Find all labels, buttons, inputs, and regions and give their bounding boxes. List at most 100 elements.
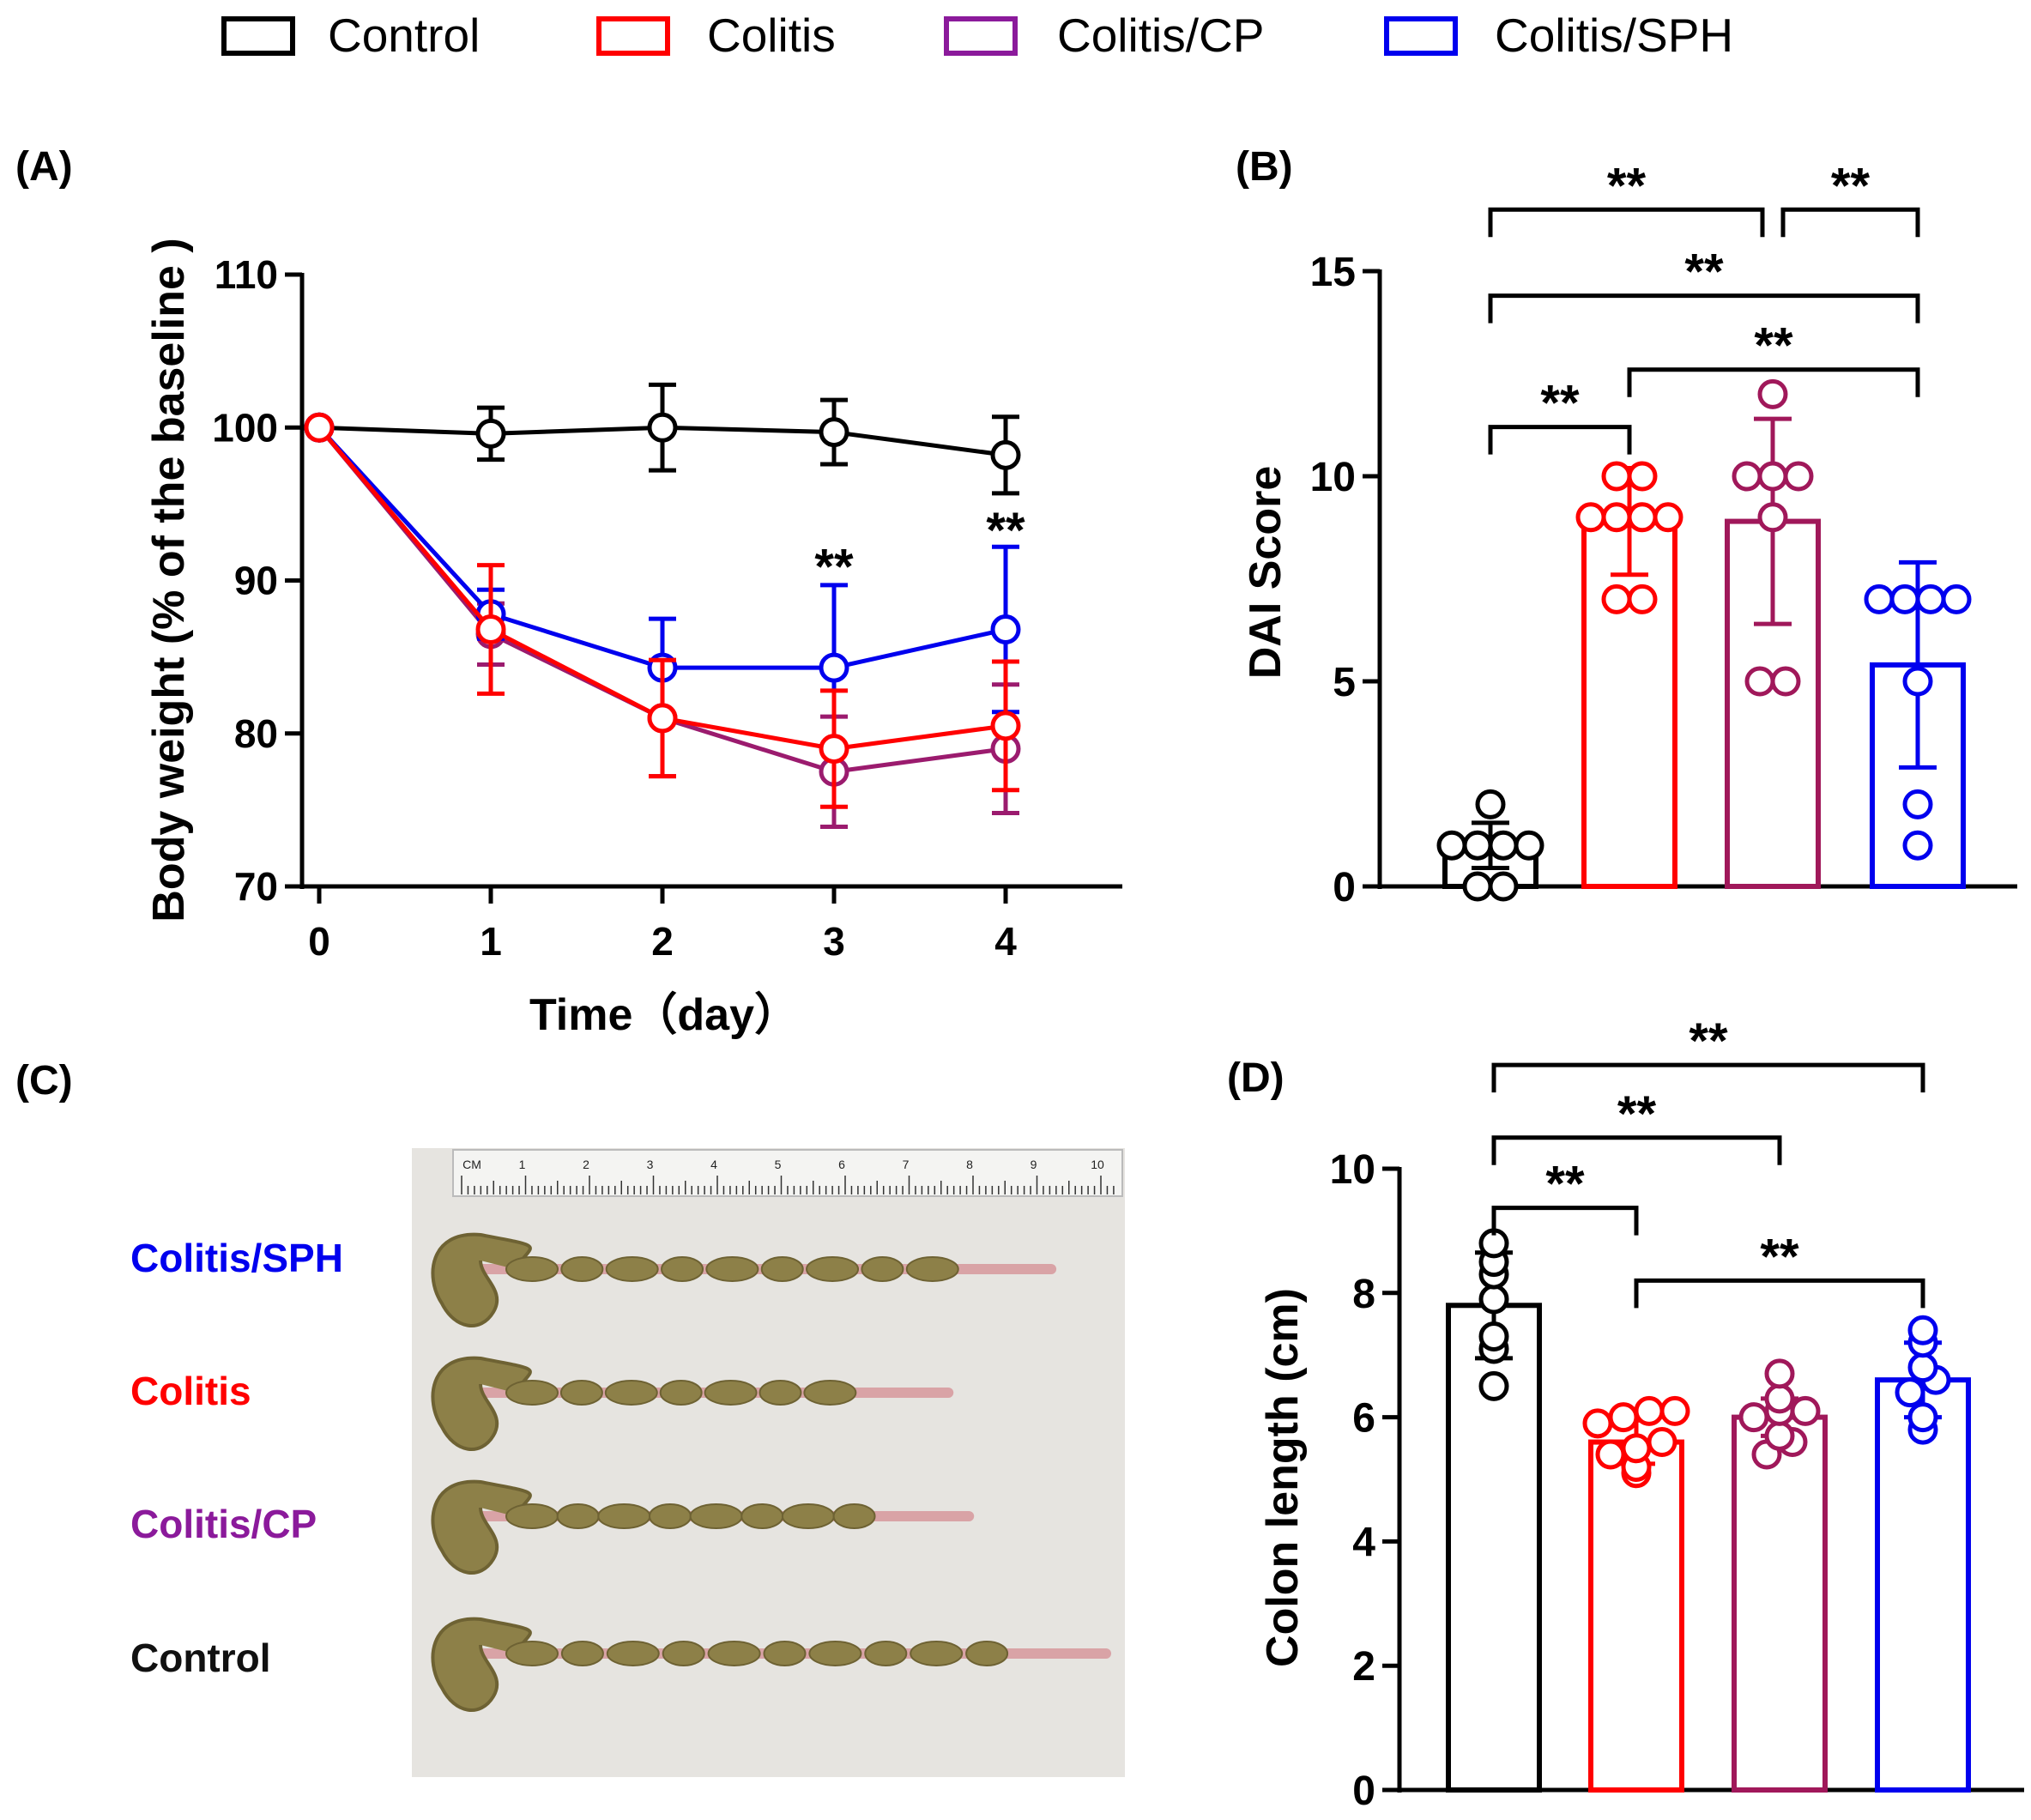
y-tick-label: 90 xyxy=(234,559,278,603)
data-point xyxy=(1627,502,1658,533)
y-tick-label: 110 xyxy=(215,252,278,297)
significance-annotation: ** xyxy=(986,503,1025,559)
legend-label-control: Control xyxy=(328,9,480,62)
data-point xyxy=(819,734,849,765)
data-point xyxy=(475,418,506,449)
fecal-pellet xyxy=(759,1380,802,1406)
y-tick-label: 10 xyxy=(1330,1147,1375,1193)
legend-label-colitis-sph: Colitis/SPH xyxy=(1495,9,1733,62)
bar-group-colitis-sph xyxy=(1875,1315,1971,1793)
significance-annotation: ** xyxy=(814,540,854,596)
panel-d-colon-length-chart: 0 2 4 6 8 10 Colon length (cm) ** ** ** ** xyxy=(1258,1013,2024,1814)
panel-c-colon-photo: CM 1 2 3 4 5 6 7 8 9 10 Colitis/SPH Colitis Coliti… xyxy=(130,1148,1125,1777)
significance-label: ** xyxy=(1607,158,1647,214)
ruler-ticks: CM 1 2 3 4 5 6 7 8 9 10 xyxy=(461,1158,1115,1194)
data-point xyxy=(1907,1352,1938,1383)
fecal-pellet xyxy=(505,1503,559,1529)
fecal-pellet xyxy=(704,1380,758,1406)
data-point xyxy=(1488,871,1519,902)
fecal-pellet xyxy=(661,1256,704,1282)
fecal-pellet xyxy=(965,1641,1009,1666)
data-point xyxy=(1478,1370,1509,1401)
data-point xyxy=(1732,461,1762,492)
fecal-pellet xyxy=(505,1380,559,1406)
ruler-label: 7 xyxy=(903,1158,910,1171)
ruler-label: 6 xyxy=(838,1158,845,1171)
photo-background xyxy=(412,1148,1125,1777)
y-tick-label: 6 xyxy=(1352,1396,1375,1442)
legend-swatch-colitis-cp xyxy=(944,16,1018,56)
ruler-label: 8 xyxy=(966,1158,973,1171)
bracket-line xyxy=(1488,293,1920,323)
fecal-pellet xyxy=(705,1256,759,1282)
fecal-pellet xyxy=(806,1256,860,1282)
significance-label: ** xyxy=(1684,245,1724,300)
fecal-pellet xyxy=(560,1256,604,1282)
x-tick-label: 3 xyxy=(823,919,845,964)
series-colitis xyxy=(304,412,1021,809)
significance-bracket: ** xyxy=(1488,245,1920,323)
bracket-line xyxy=(1491,1206,1639,1236)
fecal-pellet xyxy=(605,1256,659,1282)
significance-label: ** xyxy=(1689,1013,1728,1069)
fecal-pellet xyxy=(707,1641,761,1666)
fecal-pellet xyxy=(861,1256,904,1282)
data-point xyxy=(1475,789,1506,819)
data-point xyxy=(990,614,1021,645)
group-label-colitis-cp: Colitis/CP xyxy=(130,1502,317,1546)
panel-b-label: (B) xyxy=(1236,144,1293,190)
data-point xyxy=(1627,461,1658,492)
data-point xyxy=(1907,1315,1938,1345)
data-point xyxy=(819,652,849,683)
fecal-pellet xyxy=(689,1503,743,1529)
data-point xyxy=(1601,583,1632,614)
significance-bracket: ** xyxy=(1491,1013,1925,1093)
y-tick-label: 0 xyxy=(1352,1769,1375,1814)
fecal-pellet xyxy=(505,1256,559,1282)
colon-specimen xyxy=(431,1617,1111,1712)
y-tick-label: 70 xyxy=(234,864,278,909)
group-label-colitis: Colitis xyxy=(130,1369,251,1413)
bracket-line xyxy=(1488,207,1765,238)
significance-bracket: ** xyxy=(1488,158,1765,238)
bar-group-control xyxy=(1446,1228,1542,1793)
data-point xyxy=(1436,830,1467,861)
data-point xyxy=(1575,502,1606,533)
bracket-line xyxy=(1491,1062,1925,1093)
ruler-label: 5 xyxy=(775,1158,782,1171)
significance-bracket: ** xyxy=(1488,376,1632,455)
significance-label: ** xyxy=(1540,376,1580,432)
data-point xyxy=(1601,502,1632,533)
fecal-pellet xyxy=(808,1641,862,1666)
data-point xyxy=(1478,1321,1509,1351)
y-tick-label: 0 xyxy=(1333,865,1356,910)
colon-specimen xyxy=(431,1356,954,1451)
x-tick-label: 1 xyxy=(480,919,502,964)
data-point xyxy=(1895,1377,1925,1408)
y-axis-title: Colon length (cm) xyxy=(1258,1288,1308,1667)
fecal-pellet xyxy=(604,1380,658,1406)
bracket-line xyxy=(1627,367,1920,397)
fecal-pellet xyxy=(556,1503,600,1529)
data-point xyxy=(1488,830,1519,861)
ruler-label: 4 xyxy=(710,1158,717,1171)
data-point xyxy=(1653,502,1683,533)
fecal-pellet xyxy=(760,1256,804,1282)
colon-specimen xyxy=(431,1232,1057,1327)
bar-group-colitis xyxy=(1575,461,1683,890)
fecal-pellet xyxy=(648,1503,692,1529)
data-point xyxy=(1902,830,1933,861)
fecal-pellet xyxy=(905,1256,959,1282)
panel-a-label: (A) xyxy=(15,144,73,190)
data-point xyxy=(1627,583,1658,614)
data-point xyxy=(1659,1395,1690,1426)
significance-label: ** xyxy=(1754,318,1793,374)
ruler-label: 3 xyxy=(647,1158,654,1171)
fecal-pellet xyxy=(803,1380,857,1406)
data-point xyxy=(1462,871,1493,902)
data-point xyxy=(1770,666,1801,697)
data-point xyxy=(1783,461,1814,492)
data-point xyxy=(1608,1402,1639,1433)
data-point xyxy=(1889,583,1920,614)
significance-label: ** xyxy=(1760,1229,1799,1285)
